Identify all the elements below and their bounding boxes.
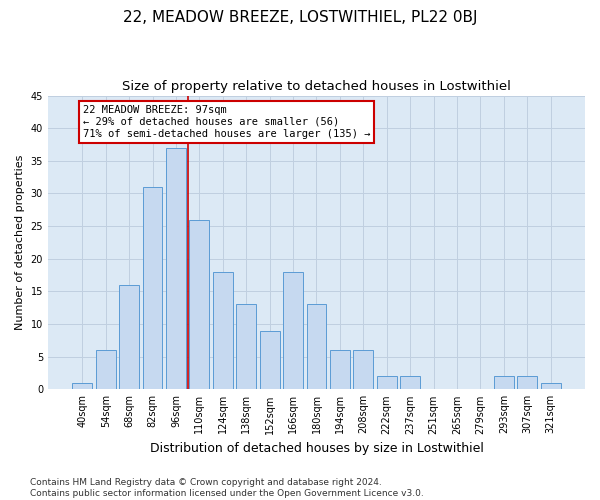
Bar — [283, 272, 303, 390]
Bar — [190, 220, 209, 390]
Bar — [307, 304, 326, 390]
X-axis label: Distribution of detached houses by size in Lostwithiel: Distribution of detached houses by size … — [149, 442, 484, 455]
Bar — [166, 148, 186, 390]
Bar — [330, 350, 350, 390]
Bar — [494, 376, 514, 390]
Bar — [96, 350, 116, 390]
Bar — [353, 350, 373, 390]
Bar — [260, 330, 280, 390]
Bar — [119, 285, 139, 390]
Title: Size of property relative to detached houses in Lostwithiel: Size of property relative to detached ho… — [122, 80, 511, 93]
Text: Contains HM Land Registry data © Crown copyright and database right 2024.
Contai: Contains HM Land Registry data © Crown c… — [30, 478, 424, 498]
Bar — [517, 376, 537, 390]
Bar — [236, 304, 256, 390]
Bar — [377, 376, 397, 390]
Text: 22 MEADOW BREEZE: 97sqm
← 29% of detached houses are smaller (56)
71% of semi-de: 22 MEADOW BREEZE: 97sqm ← 29% of detache… — [83, 106, 370, 138]
Bar — [541, 383, 560, 390]
Text: 22, MEADOW BREEZE, LOSTWITHIEL, PL22 0BJ: 22, MEADOW BREEZE, LOSTWITHIEL, PL22 0BJ — [123, 10, 477, 25]
Bar — [143, 187, 163, 390]
Bar — [400, 376, 420, 390]
Bar — [73, 383, 92, 390]
Bar — [213, 272, 233, 390]
Y-axis label: Number of detached properties: Number of detached properties — [15, 154, 25, 330]
